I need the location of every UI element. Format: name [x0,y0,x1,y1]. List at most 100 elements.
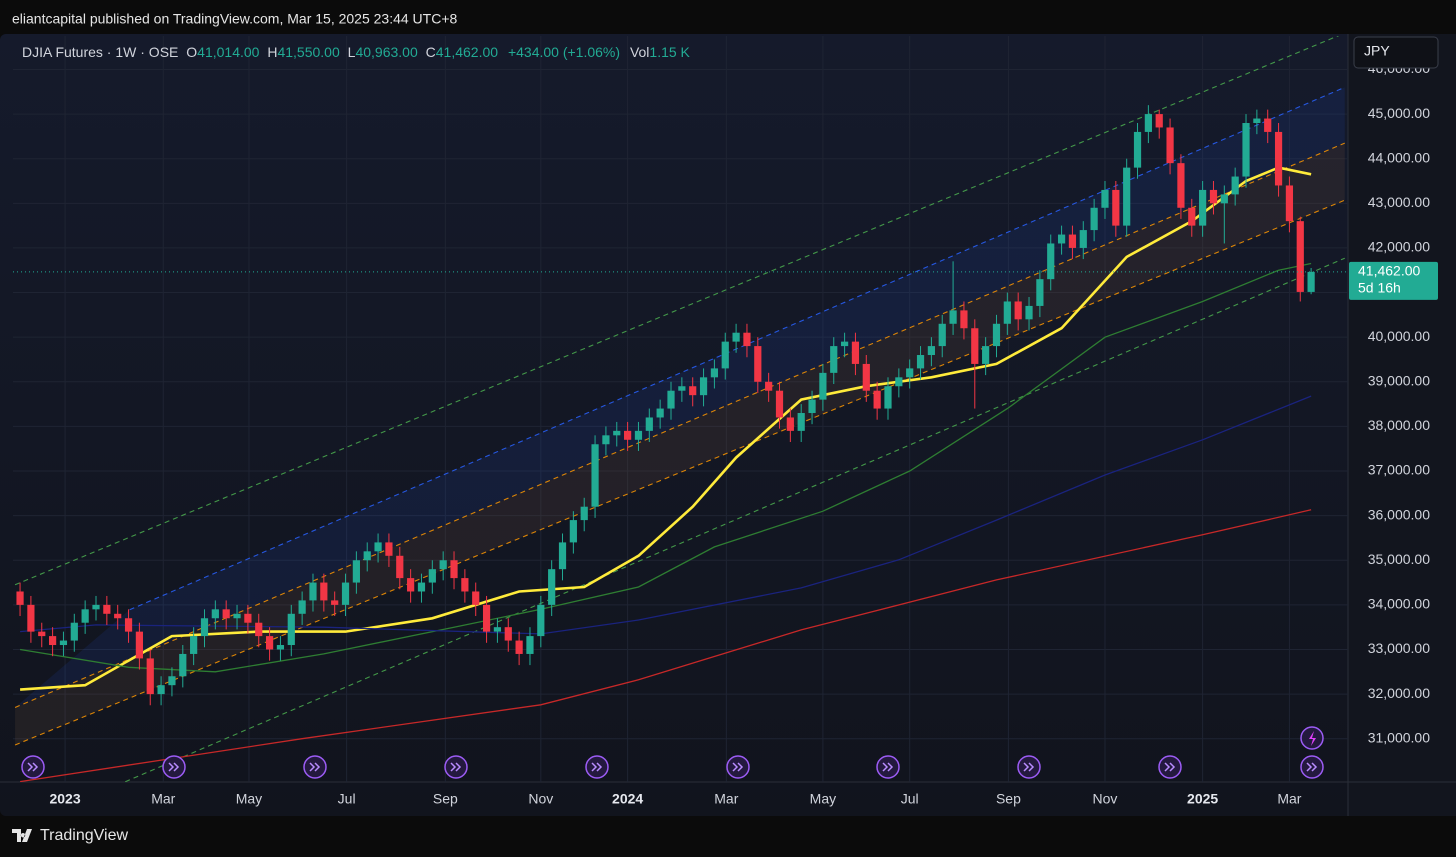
candle-body [1307,271,1315,292]
event-icon[interactable] [21,755,45,779]
candle-body [200,618,209,637]
ohlc-key: C [426,44,436,60]
candle-body [537,604,545,637]
event-icon-glyph [1164,762,1176,772]
y-tick-label: 37,000.00 [1368,462,1430,478]
x-tick-label: Sep [996,791,1021,807]
event-icon-glyph [591,762,603,772]
event-icon[interactable] [585,755,609,779]
y-tick-label: 42,000.00 [1368,239,1430,255]
x-tick-label: 2023 [49,791,80,807]
candle-body [1047,243,1055,280]
event-icon[interactable] [726,755,750,779]
candle-body [960,310,968,329]
y-tick-label: 38,000.00 [1368,417,1430,433]
candle-body [482,604,491,632]
candle-body [298,600,306,614]
event-icon[interactable] [444,755,468,779]
candle-body [157,685,165,695]
candle-body [862,363,870,391]
candle-body [396,555,404,579]
y-tick-label: 39,000.00 [1368,372,1430,388]
ohlc-value: 41,550.00 [277,44,339,60]
candle-body [124,618,133,632]
candle-body [1264,118,1272,132]
candle-body [103,604,111,614]
candle-body [743,332,751,347]
event-icon[interactable] [1300,755,1324,779]
plot-layer [13,36,1348,782]
ohlc-key: O [186,44,197,60]
channel-line [14,36,1340,586]
candle-body [450,560,458,579]
candle-body [309,582,317,601]
candle-body [634,430,643,440]
candle-body [1144,114,1152,132]
candle-body [363,551,371,561]
candle-body [982,346,990,364]
y-tick-label: 32,000.00 [1368,685,1430,701]
event-icon[interactable] [162,755,186,779]
volume-key: Vol [630,44,649,60]
candle-body [417,582,426,592]
channel-line [14,142,1345,708]
candle-body [797,413,805,431]
candle-body [211,609,219,619]
candle-body [1090,207,1098,231]
price-axis-panel [1348,34,1456,816]
event-icon[interactable] [303,755,327,779]
candle-body [710,368,719,378]
x-tick-label: Nov [1093,791,1118,807]
currency[interactable]: JPY [1364,43,1390,59]
candle-body [786,417,794,431]
candle-body [895,377,903,387]
candle-body [265,636,274,650]
candle-body [92,604,100,610]
event-icon[interactable] [876,755,900,779]
candle-body [1025,305,1033,320]
candle-body [352,560,360,583]
change: +434.00 (+1.06%) [508,44,620,60]
candle-body [493,627,502,632]
candle-body [1112,189,1120,226]
candle-body [938,323,946,347]
candle-body [439,560,447,570]
candle-body [428,569,436,583]
event-icon-glyph [1023,762,1035,772]
x-tick-label: 2025 [1187,791,1218,807]
x-tick-label: Mar [1277,791,1301,807]
y-tick-label: 35,000.00 [1368,551,1430,567]
candle-body [233,613,241,619]
ohlc-key: H [267,44,277,60]
candle-body [613,430,621,436]
candle-body [48,636,57,646]
candle-body [949,310,957,324]
candle-body [916,355,925,369]
candle-body [276,645,285,650]
currency-box[interactable] [1353,36,1439,69]
channel-line [14,199,1345,746]
x-tick-label: May [810,791,836,807]
candle-body [1199,189,1207,226]
candle-body [461,578,469,592]
y-tick-label: 33,000.00 [1368,640,1430,656]
candle-body [1123,167,1131,226]
volume-value: 1.15 K [649,44,690,60]
candle-body [168,676,176,686]
candle-body [775,390,784,418]
y-tick-label: 44,000.00 [1368,149,1430,165]
axes-layer: 31,000.00 32,000.00 33,000.00 34,000.00 35,0… [49,60,1438,807]
chart-header: DJIA Futures · 1W · OSE O41,014.00 H41,5… [22,44,691,60]
event-icon[interactable] [1017,755,1041,779]
candle-body [222,609,230,619]
candle-body [472,591,480,605]
candle-body [135,631,143,659]
y-tick-label: 31,000.00 [1368,729,1430,745]
brand: TradingView [40,827,128,844]
event-icon[interactable] [1158,755,1182,779]
ohlc-value: 41,014.00 [197,44,259,60]
candle-body [287,613,295,646]
x-tick-label: Sep [433,791,458,807]
